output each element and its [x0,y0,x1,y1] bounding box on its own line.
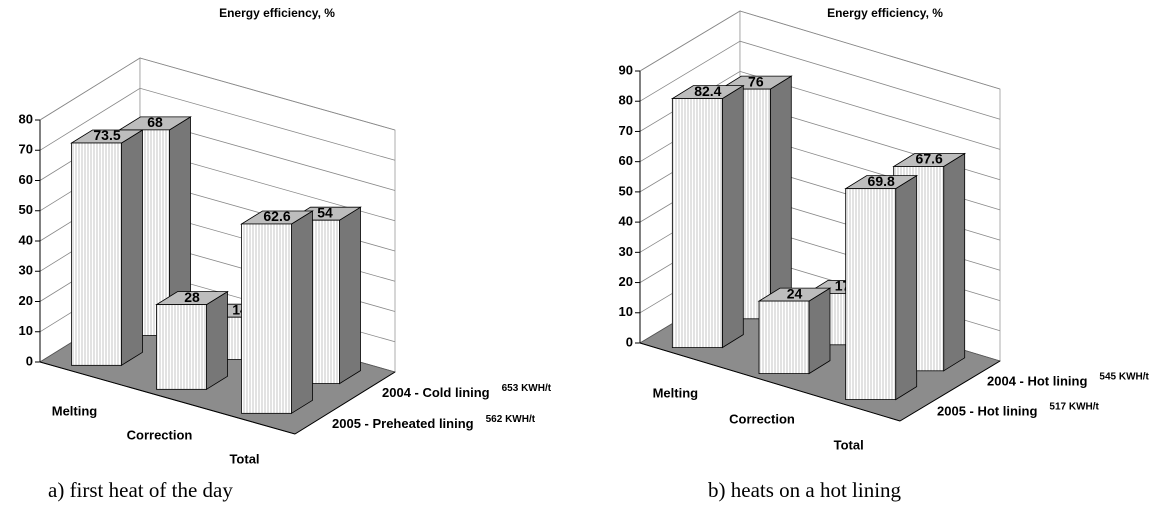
bar-side [206,290,228,391]
value-label: 28 [184,289,200,305]
x-axis [39,361,296,435]
bar-side [291,210,313,415]
bar [671,98,723,348]
x-tick-label: Correction [729,411,795,426]
value-label: 76 [748,73,764,89]
series-label: 2005 - Preheated lining [332,416,474,431]
value-label: 67.6 [916,151,943,167]
series-energy: 545 KWH/t [1099,372,1149,383]
grid-line [639,10,1001,90]
series-energy: 562 KWH/t [486,414,536,425]
y-tick-label: 0 [626,334,633,349]
y-tick-label: 90 [619,62,633,77]
series-label: 2005 - Hot lining [937,403,1037,418]
grid-line [639,40,1001,120]
y-tick-label: 10 [19,323,33,338]
bar-side [339,206,361,385]
bar [156,304,207,390]
value-label: 68 [147,114,163,130]
bar [241,223,292,414]
y-tick-label: 20 [619,274,633,289]
series-energy: 653 KWH/t [502,383,552,394]
y-tick-label: 50 [619,183,633,198]
caption: b) heats on a hot lining [708,478,902,502]
series-label: 2004 - Cold lining [382,385,490,400]
y-tick-label: 30 [619,244,633,259]
y-tick-label: 20 [19,293,33,308]
series-label: 2004 - Hot lining [987,373,1087,388]
value-label: 54 [317,204,333,220]
x-tick-label: Melting [653,385,699,400]
y-tick-label: 70 [619,123,633,138]
caption: a) first heat of the day [48,478,233,502]
value-label: 62.6 [263,208,290,224]
y-tick-label: 80 [19,111,33,126]
depth-axis [899,360,1001,422]
y-tick-label: 40 [619,214,633,229]
y-tick-label: 60 [619,153,633,168]
bar [845,188,897,401]
depth-axis [294,371,396,435]
bar-side [721,84,744,349]
x-axis [639,342,901,422]
x-tick-label: Melting [52,403,98,418]
y-tick-label: 40 [19,232,33,247]
y-tick-label: 50 [19,202,33,217]
y-tick-label: 30 [19,263,33,278]
y-tick-label: 10 [619,304,633,319]
bar [71,142,122,366]
y-tick-label: 60 [19,172,33,187]
bar-side [943,152,966,372]
bar-side [808,287,831,375]
x-tick-label: Total [834,437,864,452]
y-tick-label: 80 [619,93,633,108]
y-tick-label: 70 [19,142,33,157]
x-tick-label: Total [229,451,259,466]
value-label: 73.5 [93,127,120,143]
grid-line [39,87,396,161]
series-energy: 517 KWH/t [1049,402,1099,413]
bar-side [121,129,143,367]
value-label: 24 [787,285,803,301]
chart-title: Energy efficiency, % [219,6,335,20]
y-tick-label: 0 [26,353,33,368]
grid-line [39,57,396,131]
x-tick-label: Correction [127,427,193,442]
chart-title: Energy efficiency, % [827,6,943,20]
bar-side [895,174,918,401]
value-label: 82.4 [694,83,721,99]
bar [758,300,810,375]
value-label: 69.8 [868,173,895,189]
bar-side [769,75,792,320]
